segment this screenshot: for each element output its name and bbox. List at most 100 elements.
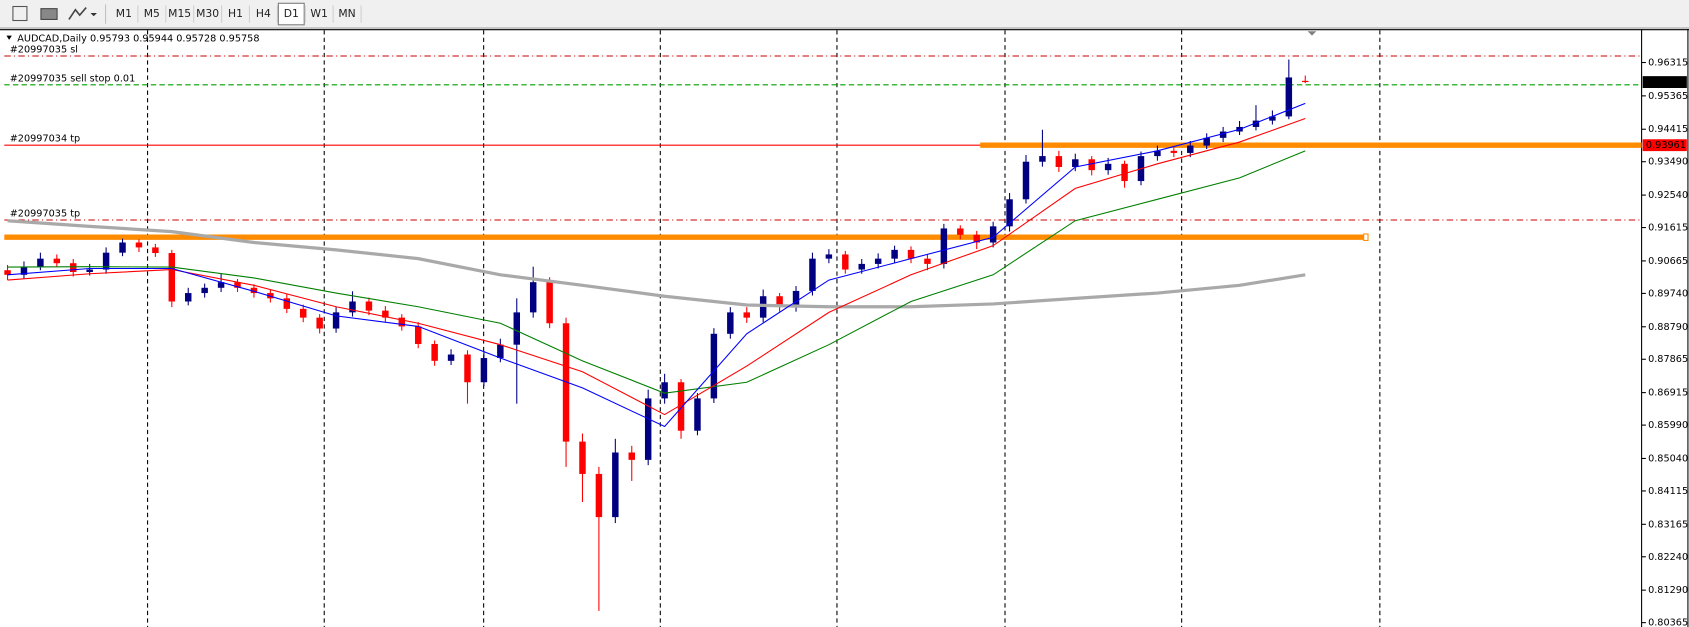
candle-body bbox=[1055, 156, 1063, 167]
candle-body bbox=[20, 266, 28, 275]
y-tick-label: 0.89740 bbox=[1648, 288, 1688, 299]
candle-body bbox=[1039, 156, 1046, 162]
candle-body bbox=[579, 441, 586, 474]
y-tick-label: 0.96315 bbox=[1648, 58, 1688, 69]
symbol: AUDCAD,Daily bbox=[17, 33, 87, 44]
price-box-label: 0.95758 bbox=[1646, 77, 1686, 88]
candle-body bbox=[546, 282, 553, 324]
moving-average bbox=[7, 102, 1306, 428]
candle-body bbox=[217, 282, 225, 288]
candle-body bbox=[168, 253, 176, 302]
timeframe-button[interactable]: D1 bbox=[284, 7, 299, 20]
high-price: 0.95944 bbox=[133, 33, 173, 44]
candle-body bbox=[332, 312, 340, 329]
y-tick-label: 0.86915 bbox=[1648, 388, 1688, 399]
candle-body bbox=[497, 344, 504, 359]
timeframe-button[interactable]: M30 bbox=[196, 7, 219, 20]
y-tick-label: 0.93490 bbox=[1648, 157, 1688, 168]
candle-body bbox=[644, 398, 652, 460]
y-tick-label: 0.91615 bbox=[1648, 223, 1688, 234]
candle-body bbox=[299, 308, 307, 318]
y-tick-label: 0.82240 bbox=[1648, 552, 1688, 563]
candle-body bbox=[710, 333, 718, 399]
timeframe-button[interactable]: H1 bbox=[228, 7, 243, 20]
candle-body bbox=[957, 228, 964, 235]
candle-body bbox=[53, 258, 61, 264]
candle-body bbox=[1022, 161, 1030, 200]
candle-body bbox=[1285, 77, 1293, 117]
candle-body bbox=[1121, 163, 1128, 182]
timeframe-button[interactable]: M5 bbox=[144, 7, 160, 20]
candle-body bbox=[283, 298, 291, 309]
candle-body bbox=[891, 249, 898, 259]
candle-body bbox=[1088, 159, 1095, 171]
candle-body bbox=[1252, 120, 1260, 127]
candle-body bbox=[447, 354, 455, 361]
candle-body bbox=[119, 242, 126, 253]
y-tick-label: 0.84115 bbox=[1648, 486, 1688, 497]
candle-body bbox=[513, 312, 521, 345]
candle-body bbox=[1104, 163, 1112, 171]
y-tick-label: 0.95365 bbox=[1648, 91, 1688, 102]
candle-body bbox=[529, 282, 537, 313]
moving-average bbox=[7, 118, 1306, 416]
label-tool-icon[interactable] bbox=[40, 8, 58, 20]
candle-body bbox=[234, 282, 241, 288]
candle-body bbox=[349, 301, 356, 313]
dropdown-icon[interactable] bbox=[90, 12, 97, 17]
candle-body bbox=[1269, 116, 1276, 121]
order-label: #20997035 tp bbox=[10, 209, 80, 220]
level-handle bbox=[1363, 233, 1369, 241]
candle-body bbox=[316, 317, 323, 329]
candle-body bbox=[924, 258, 931, 264]
candle-body bbox=[677, 382, 685, 431]
candle-body bbox=[743, 312, 750, 318]
shift-marker bbox=[1307, 31, 1317, 36]
open-price: 0.95793 bbox=[90, 33, 130, 44]
candle-body bbox=[973, 234, 980, 243]
y-tick-label: 0.92540 bbox=[1648, 190, 1688, 201]
chart-area bbox=[0, 29, 1642, 627]
candle-body bbox=[661, 382, 668, 399]
y-tick-label: 0.81290 bbox=[1648, 585, 1688, 596]
toolbar bbox=[0, 0, 1689, 29]
text-tool-icon[interactable] bbox=[12, 5, 28, 22]
candle-body bbox=[940, 228, 948, 264]
candle-body bbox=[825, 254, 833, 259]
time-grid bbox=[147, 30, 1381, 627]
candle-body bbox=[1170, 150, 1178, 153]
candle-body bbox=[37, 258, 44, 267]
timeframe-button[interactable]: M15 bbox=[168, 7, 191, 20]
candle-body bbox=[86, 269, 93, 272]
candle-body bbox=[382, 310, 389, 318]
candle-body bbox=[874, 258, 882, 264]
order-label: #20997035 sell stop 0.01 bbox=[10, 73, 136, 84]
arrow-tool-icon[interactable] bbox=[68, 7, 87, 20]
candle-body bbox=[776, 296, 783, 307]
timeframe-bar: M1 M5 M15 M30 H1 H4 D1 W1 MN bbox=[116, 2, 362, 26]
timeframe-button[interactable]: MN bbox=[338, 7, 355, 20]
y-tick-label: 0.83165 bbox=[1648, 519, 1688, 530]
candle-body bbox=[612, 452, 619, 518]
candle-body bbox=[4, 270, 11, 275]
y-tick-label: 0.88790 bbox=[1648, 322, 1688, 333]
active-timeframe-box bbox=[277, 2, 305, 26]
candle-body bbox=[135, 242, 143, 248]
moving-average bbox=[7, 219, 1306, 309]
timeframe-button[interactable]: M1 bbox=[116, 7, 132, 20]
candle-body bbox=[989, 226, 997, 243]
candle-body bbox=[250, 287, 258, 294]
candle-body bbox=[792, 290, 800, 307]
timeframe-button[interactable]: H4 bbox=[256, 7, 271, 20]
candle-body bbox=[414, 326, 422, 344]
order-label: #20997035 sl bbox=[10, 45, 78, 56]
timeframe-button[interactable]: W1 bbox=[310, 7, 328, 20]
candle-body bbox=[694, 398, 701, 431]
y-tick-label: 0.94415 bbox=[1648, 124, 1688, 135]
candle-body bbox=[727, 312, 734, 334]
symbol-menu-icon[interactable] bbox=[6, 35, 12, 40]
candle-body bbox=[1072, 159, 1079, 167]
chart-header: AUDCAD,Daily 0.95793 0.95944 0.95728 0.9… bbox=[17, 33, 259, 44]
y-tick-label: 0.85040 bbox=[1648, 453, 1688, 464]
